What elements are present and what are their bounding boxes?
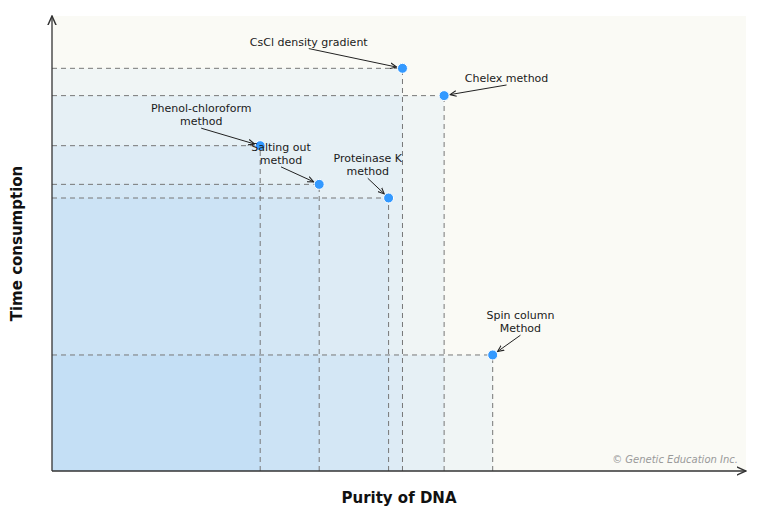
point-label-line: Salting out: [251, 141, 311, 154]
annotation-arrow: [368, 178, 384, 194]
annotation-arrow: [450, 85, 507, 95]
scatter-point: [314, 179, 324, 189]
point-label-line: Method: [500, 322, 541, 335]
point-label-line: method: [347, 165, 389, 178]
chart-container: CsCl density gradient Chelex method Phenol…: [0, 0, 768, 517]
point-label-line: Chelex method: [465, 72, 549, 85]
point-label-line: Proteinase K: [334, 152, 403, 165]
point-label: Spin columnMethod: [486, 309, 554, 335]
point-label: Proteinase Kmethod: [334, 152, 403, 178]
point-label: Phenol-chloroformmethod: [151, 102, 252, 128]
point-label: Chelex method: [465, 72, 549, 85]
drop-line-horizontal: [52, 354, 493, 355]
chart-svg: CsCl density gradient Chelex method Phenol…: [0, 0, 768, 517]
drop-line-vertical: [492, 355, 493, 471]
annotation-arrow: [309, 49, 397, 68]
point-label-line: method: [180, 115, 222, 128]
scatter-point: [384, 193, 394, 203]
scatter-point: [488, 350, 498, 360]
drop-line-vertical: [388, 198, 389, 471]
drop-line-horizontal: [52, 198, 389, 199]
annotation-arrow: [201, 128, 254, 144]
drop-line-vertical: [444, 96, 445, 471]
drop-line-vertical: [319, 184, 320, 471]
drop-line-vertical: [402, 68, 403, 471]
point-label-line: CsCl density gradient: [250, 36, 368, 49]
drop-line-horizontal: [52, 68, 402, 69]
scatter-point: [397, 63, 407, 73]
point-label-line: method: [260, 154, 302, 167]
point-label: Salting outmethod: [251, 141, 311, 167]
drop-line-horizontal: [52, 95, 444, 96]
plot-area: [52, 49, 520, 471]
y-axis-label: Time consumption: [8, 166, 26, 322]
point-label-line: Phenol-chloroform: [151, 102, 252, 115]
x-axis-line: [52, 470, 746, 471]
annotation-arrow: [281, 167, 314, 182]
point-region: [52, 355, 493, 471]
watermark: © Genetic Education Inc.: [612, 454, 738, 465]
point-label-line: Spin column: [486, 309, 554, 322]
drop-line-horizontal: [52, 145, 260, 146]
scatter-point: [439, 91, 449, 101]
plot-background: [52, 16, 746, 471]
drop-line-horizontal: [52, 184, 319, 185]
point-label: CsCl density gradient: [250, 36, 368, 49]
drop-line-vertical: [260, 146, 261, 471]
x-axis-label: Purity of DNA: [341, 489, 456, 507]
y-axis-line: [51, 16, 52, 471]
annotation-arrow: [498, 335, 521, 351]
